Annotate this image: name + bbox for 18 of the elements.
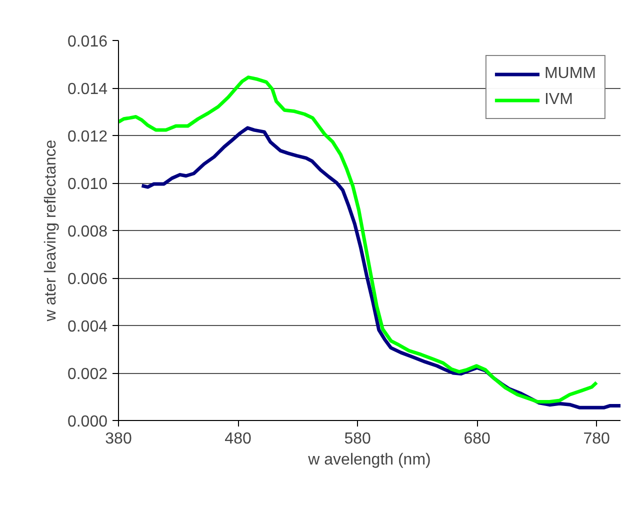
x-tick-label: 380 bbox=[105, 430, 132, 448]
y-tick-label: 0.002 bbox=[67, 366, 108, 383]
y-tick-label: 0.010 bbox=[67, 176, 108, 193]
x-tick-label: 680 bbox=[464, 430, 491, 448]
x-tick-label: 480 bbox=[224, 430, 252, 448]
y-tick-label: 0.006 bbox=[67, 271, 108, 288]
y-axis-title: w ater leaving reflectance bbox=[42, 140, 60, 322]
y-tick-label: 0.004 bbox=[67, 318, 108, 336]
x-axis-title: w avelength (nm) bbox=[307, 452, 431, 468]
legend-label: IVM bbox=[544, 91, 573, 109]
y-tick-label: 0.012 bbox=[67, 128, 108, 146]
legend-label: MUMM bbox=[544, 65, 596, 83]
x-tick-label: 580 bbox=[344, 430, 371, 448]
x-tick-label: 780 bbox=[583, 430, 610, 448]
y-tick-label: 0.014 bbox=[67, 81, 108, 98]
y-tick-label: 0.008 bbox=[67, 224, 108, 240]
y-tick-label: 0.016 bbox=[67, 34, 108, 50]
y-tick-label: 0.000 bbox=[67, 414, 108, 430]
